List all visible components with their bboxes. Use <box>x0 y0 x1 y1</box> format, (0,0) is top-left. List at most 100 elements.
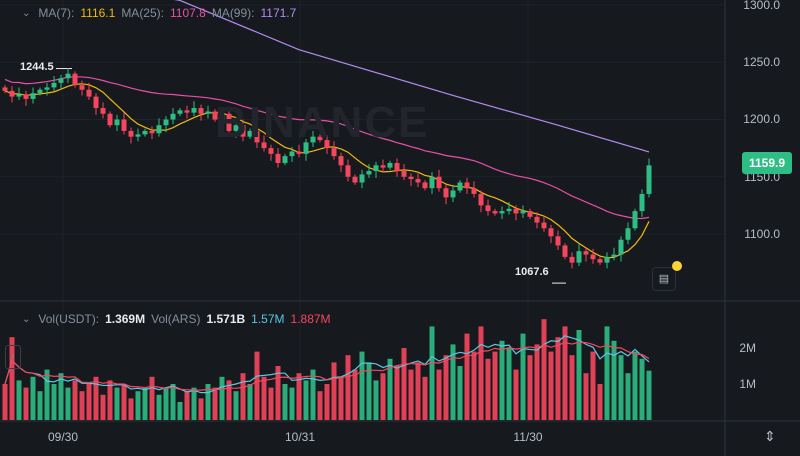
candle-body <box>16 94 22 97</box>
candle-body <box>198 108 204 114</box>
volume-bar <box>583 373 589 420</box>
candle-body <box>541 222 547 229</box>
volume-bar <box>310 369 316 420</box>
volume-bar <box>345 355 351 420</box>
candles <box>2 67 652 269</box>
volume-bar <box>177 402 183 420</box>
price-tick: 1100.0 <box>744 227 780 241</box>
volume-bar <box>303 380 309 420</box>
candle-body <box>527 211 533 217</box>
candle-body <box>247 130 253 137</box>
volume-bar <box>520 333 526 420</box>
candle-body <box>534 216 540 223</box>
candle-body <box>583 251 589 255</box>
candle-body <box>135 134 141 137</box>
volume-bar <box>37 391 43 420</box>
candle-body <box>352 176 358 183</box>
volume-bars <box>2 319 652 420</box>
collapse-chevron-icon[interactable]: ⌄ <box>22 313 31 325</box>
candle-body <box>184 110 190 113</box>
low-marker: 1067.6 <box>515 266 549 278</box>
volume-bar <box>93 376 99 420</box>
ma25-label: MA(25): <box>121 6 164 20</box>
volume-bar <box>282 384 288 420</box>
candle-body <box>408 176 414 180</box>
candle-body <box>191 108 197 113</box>
volume-bar <box>317 391 323 420</box>
ma-legend: ⌄ MA(7): 1116.1 MA(25): 1107.8 MA(99): 1… <box>22 6 296 20</box>
candle-body <box>464 182 470 189</box>
volume-bar <box>436 369 442 420</box>
candle-body <box>51 82 57 88</box>
volume-ma-lines <box>4 335 650 394</box>
volume-bar <box>506 348 512 420</box>
volume-bar <box>485 358 491 420</box>
candle-body <box>590 254 596 260</box>
volume-bar <box>100 394 106 420</box>
candle-body <box>632 211 638 229</box>
candle-body <box>303 142 309 154</box>
volume-bar <box>114 387 120 420</box>
volume-bar <box>149 376 155 420</box>
volume-bar <box>128 398 134 420</box>
candle-body <box>149 130 155 134</box>
ma25-value: 1107.8 <box>170 6 206 20</box>
candle-body <box>457 182 463 191</box>
volume-bar <box>135 391 141 420</box>
volume-bar <box>121 384 127 420</box>
ma99-line <box>173 0 650 153</box>
candle-body <box>23 94 29 99</box>
candle-body <box>513 208 519 214</box>
volume-bar <box>555 337 561 420</box>
candle-body <box>86 89 92 97</box>
volume-bar <box>639 358 645 420</box>
volume-bar <box>394 366 400 420</box>
candle-body <box>576 251 582 263</box>
candle-body <box>625 228 631 240</box>
volume-bar <box>16 380 22 420</box>
volume-bar <box>632 351 638 420</box>
candle-body <box>443 188 449 198</box>
vol-ma1-value: 1.57M <box>251 312 285 326</box>
ma99-label: MA(99): <box>211 6 255 20</box>
volume-bar <box>380 373 386 420</box>
candle-body <box>562 245 568 257</box>
candle-body <box>282 156 288 164</box>
price-tick: 1300.0 <box>743 0 780 12</box>
volume-bar <box>261 376 267 420</box>
candle-body <box>219 113 225 120</box>
volume-bar <box>597 384 603 420</box>
collapse-chevron-icon[interactable]: ⌄ <box>22 7 31 19</box>
volume-bar <box>464 333 470 420</box>
ma25-line <box>4 76 650 220</box>
candle-body <box>233 125 239 131</box>
scale-toggle-icon[interactable]: ⇕ <box>764 428 776 444</box>
candle-body <box>205 111 211 114</box>
volume-bar <box>72 380 78 420</box>
volume-tick: 2M <box>739 341 756 355</box>
candle-body <box>394 163 400 172</box>
vol-usdt-label: Vol(USDT): <box>38 312 100 326</box>
volume-bar <box>338 376 344 420</box>
volume-bar <box>548 351 554 420</box>
ma99-value: 1171.7 <box>260 6 297 20</box>
volume-bar <box>352 369 358 420</box>
volume-legend: ⌄ Vol(USDT): 1.369M Vol(ARS) 1.571B 1.57… <box>22 312 331 326</box>
candle-body <box>555 236 561 246</box>
volume-bar <box>492 351 498 420</box>
candle-body <box>499 211 505 214</box>
volume-bar <box>646 370 652 420</box>
volume-bar <box>156 394 162 420</box>
x-tick: 11/30 <box>513 430 543 444</box>
notes-icon[interactable]: ▤ <box>652 267 676 291</box>
volume-bar <box>401 348 407 420</box>
volume-tick: 1M <box>739 377 756 391</box>
volume-bar <box>569 355 575 420</box>
volume-bar <box>9 337 15 420</box>
volume-bar <box>422 376 428 420</box>
candle-body <box>275 153 281 164</box>
volume-bar <box>618 355 624 420</box>
volume-bar <box>373 380 379 420</box>
expand-panel-button[interactable]: › <box>5 345 21 369</box>
